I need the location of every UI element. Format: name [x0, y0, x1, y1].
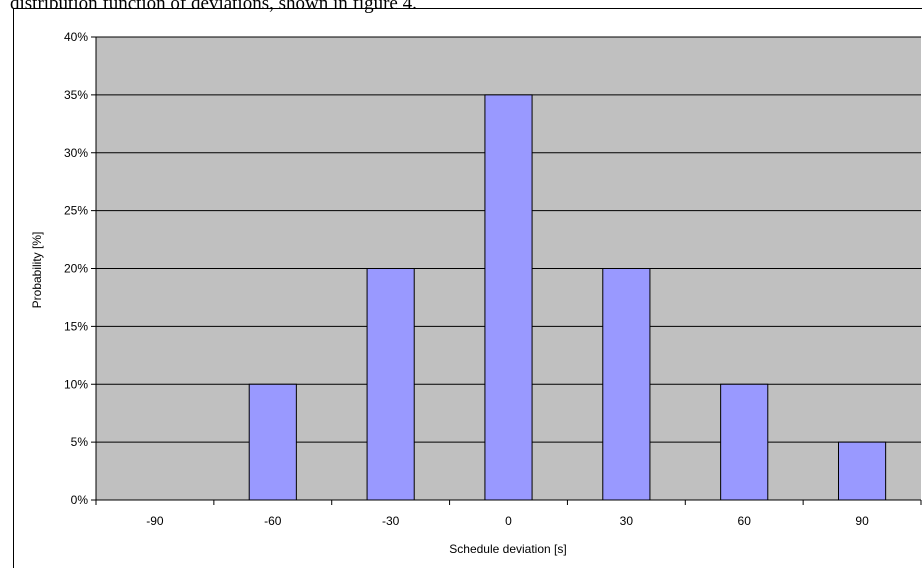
y-tick-label: 25% [64, 204, 88, 218]
chart-frame [13, 8, 922, 568]
bar [248, 383, 297, 501]
y-tick-label: 35% [64, 88, 88, 102]
bar [366, 268, 415, 501]
y-tick-label: 0% [71, 493, 89, 507]
x-axis-title: Schedule deviation [s] [449, 542, 566, 556]
bar [602, 268, 651, 501]
y-tick-label: 10% [64, 377, 88, 391]
bar [838, 441, 887, 501]
x-tick-label: -60 [264, 514, 282, 528]
y-tick-label: 15% [64, 319, 88, 333]
y-tick-label: 20% [64, 262, 88, 276]
y-tick-label: 40% [64, 30, 88, 44]
page-caption: distribution function of deviations, sho… [10, 0, 417, 14]
y-tick-label: 30% [64, 146, 88, 160]
x-tick-label: -30 [382, 514, 400, 528]
bar [720, 383, 769, 501]
x-tick-label: 90 [855, 514, 869, 528]
x-tick-label: -90 [146, 514, 164, 528]
y-tick-label: 5% [71, 435, 89, 449]
x-tick-label: 0 [505, 514, 512, 528]
x-tick-label: 30 [620, 514, 634, 528]
y-axis-title: Probability [%] [30, 232, 44, 309]
x-tick-label: 60 [738, 514, 752, 528]
bar [484, 94, 533, 501]
